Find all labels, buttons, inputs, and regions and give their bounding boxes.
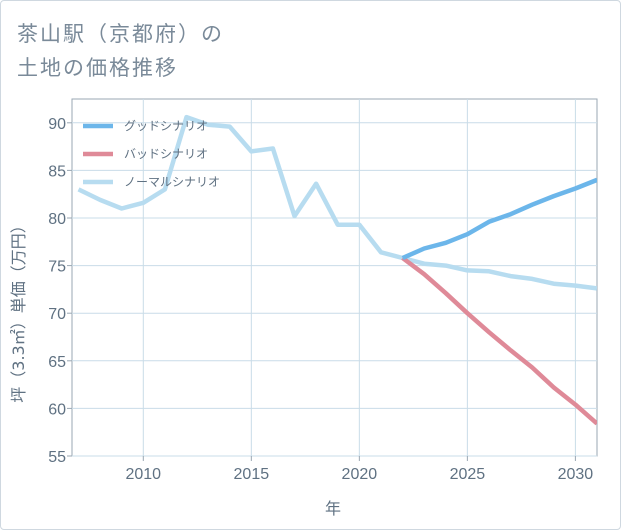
series-line-1 <box>401 177 597 261</box>
y-axis-title: 坪（3.3㎡）単価（万円） <box>9 217 28 402</box>
chart-title: 茶山駅（京都府）の 土地の価格推移 <box>17 17 224 85</box>
legend-label-1: グッドシナリオ <box>124 119 208 133</box>
axes: 55 60 65 70 75 80 85 90 2010 2015 2020 2025 2030 <box>48 116 593 483</box>
y-tick-label: 85 <box>48 163 66 180</box>
x-axis-title: 年 <box>325 499 341 518</box>
series-line-2 <box>401 256 597 426</box>
x-tick-label: 2025 <box>450 466 486 483</box>
y-tick-label: 90 <box>48 116 66 133</box>
y-tick-label: 80 <box>48 211 66 228</box>
x-tick-label: 2010 <box>125 466 161 483</box>
legend-label-3: ノーマルシナリオ <box>124 175 220 189</box>
y-tick-label: 65 <box>48 354 66 371</box>
y-tick-label: 70 <box>48 306 66 323</box>
y-tick-label: 75 <box>48 259 66 276</box>
x-tick-label: 2030 <box>558 466 594 483</box>
legend-label-2: バッドシナリオ <box>124 147 208 161</box>
chart-title-line2: 土地の価格推移 <box>17 56 178 80</box>
chart-title-line1: 茶山駅（京都府）の <box>17 22 224 46</box>
series-lines <box>77 114 597 426</box>
y-tick-label: 60 <box>48 401 66 418</box>
y-tick-label: 55 <box>48 449 66 466</box>
series-line-3 <box>77 114 597 291</box>
x-tick-label: 2015 <box>234 466 270 483</box>
x-tick-label: 2020 <box>342 466 378 483</box>
